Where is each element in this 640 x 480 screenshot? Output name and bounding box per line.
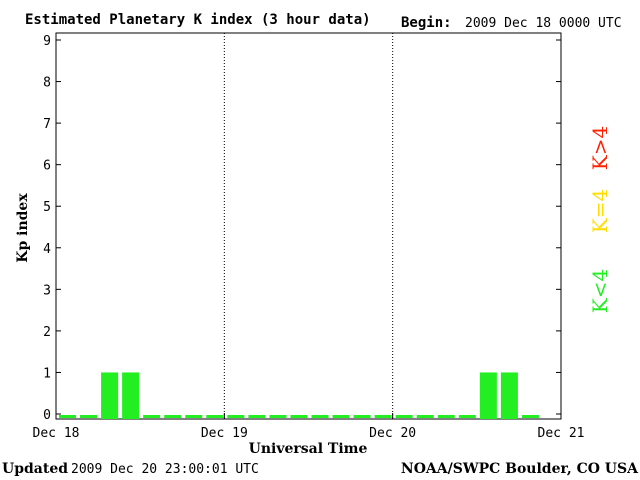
bar-group <box>59 372 539 419</box>
y-tick-label: 1 <box>43 366 51 381</box>
kp-bar <box>500 372 518 419</box>
day-separators <box>223 33 394 419</box>
kp-bar <box>290 415 308 418</box>
kp-bar <box>353 415 371 418</box>
kp-bar <box>185 415 203 418</box>
x-axis-ticks: Dec 18 Dec 19 Dec 20 Dec 21 <box>33 413 585 441</box>
chart-title: Estimated Planetary K index (3 hour data… <box>25 12 371 28</box>
y-tick-label: 0 <box>43 408 51 423</box>
kp-bar <box>80 415 98 418</box>
kp-bar <box>122 372 140 419</box>
kp-bar <box>458 415 476 418</box>
y-tick-label: 3 <box>43 283 51 298</box>
kp-bar <box>521 415 539 418</box>
y-axis-ticks: 0 1 2 3 4 5 6 7 8 9 <box>43 34 561 423</box>
kp-bar <box>248 415 266 418</box>
kp-bar <box>332 415 350 418</box>
updated-value: 2009 Dec 20 23:00:01 UTC <box>71 462 259 477</box>
y-tick-label: 9 <box>43 34 51 49</box>
kp-bar <box>437 415 455 418</box>
y-tick-label: 8 <box>43 76 51 91</box>
kp-bar <box>164 415 182 418</box>
x-tick-label: Dec 20 <box>369 426 416 441</box>
kp-bar <box>59 415 77 418</box>
begin-label: Begin: <box>401 15 452 31</box>
legend-item: K=4 <box>588 189 612 233</box>
kp-bar <box>227 415 245 418</box>
x-tick-label: Dec 21 <box>538 426 585 441</box>
kp-bar <box>269 415 287 418</box>
legend-item: K<4 <box>588 269 612 313</box>
legend: K<4 K=4 K>4 <box>588 126 612 313</box>
plot-area <box>55 32 562 420</box>
legend-item: K>4 <box>588 126 612 170</box>
y-tick-label: 2 <box>43 325 51 340</box>
kp-bar <box>206 415 224 418</box>
updated-label: Updated <box>2 461 68 477</box>
kp-bar <box>395 415 413 418</box>
y-tick-label: 4 <box>43 242 51 257</box>
kp-bar <box>416 415 434 418</box>
kp-bar <box>479 372 497 419</box>
y-tick-label: 7 <box>43 117 51 132</box>
y-tick-label: 6 <box>43 159 51 174</box>
source-credit: NOAA/SWPC Boulder, CO USA <box>401 461 639 477</box>
x-tick-label: Dec 19 <box>201 426 248 441</box>
kp-bar <box>311 415 329 418</box>
y-axis-title: Kp index <box>15 193 31 263</box>
y-tick-label: 5 <box>43 200 51 215</box>
x-tick-label: Dec 18 <box>33 426 80 441</box>
kp-bar <box>143 415 161 418</box>
kp-bar <box>101 372 119 419</box>
kp-bar <box>374 415 392 418</box>
x-axis-title: Universal Time <box>249 441 368 457</box>
begin-value: 2009 Dec 18 0000 UTC <box>465 16 622 31</box>
